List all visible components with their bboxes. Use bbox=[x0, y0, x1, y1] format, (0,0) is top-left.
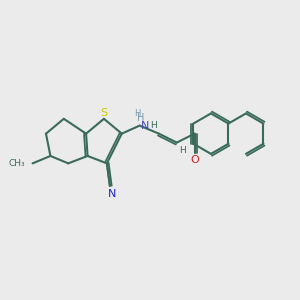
Text: N: N bbox=[141, 121, 149, 130]
Text: H: H bbox=[150, 121, 157, 130]
Text: S: S bbox=[100, 108, 107, 118]
Text: H: H bbox=[134, 109, 140, 118]
Text: O: O bbox=[190, 154, 199, 164]
Text: N: N bbox=[108, 189, 116, 199]
Text: H: H bbox=[179, 146, 185, 155]
Text: CH₃: CH₃ bbox=[8, 159, 25, 168]
Text: H: H bbox=[137, 113, 145, 123]
